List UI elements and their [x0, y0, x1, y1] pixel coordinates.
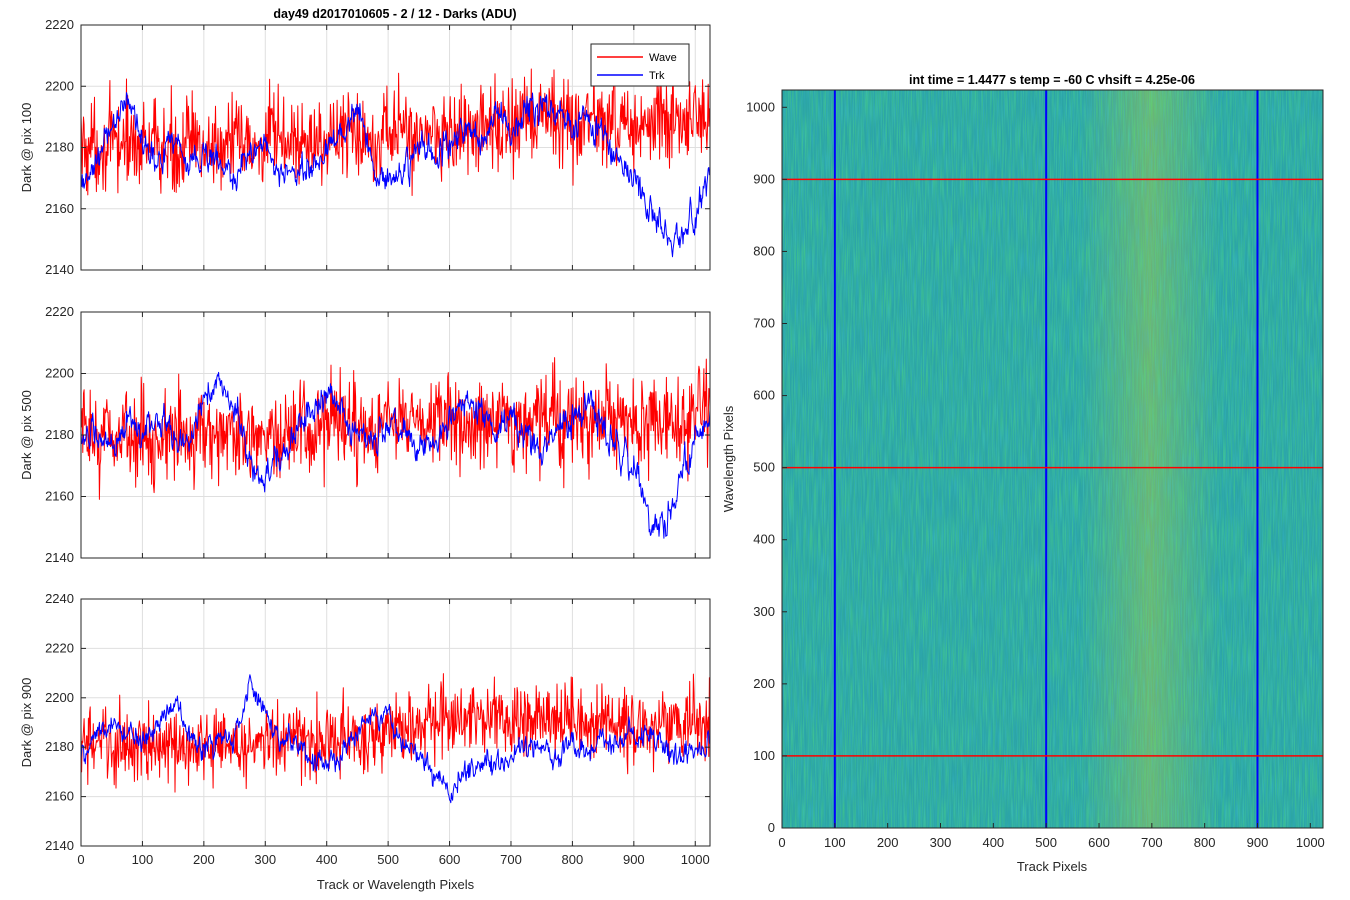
series-line-trk: [80, 92, 711, 258]
axes-frame: [80, 598, 711, 847]
legend-box: [590, 43, 690, 87]
heatmap-y-tick-label: 0: [768, 820, 775, 835]
series-line-wave: [80, 56, 711, 196]
heatmap-y-tick-label: 600: [753, 388, 775, 403]
y-tick-label: 2200: [45, 690, 74, 705]
y-tick-label: 2200: [45, 366, 74, 381]
heatmap-markers: [782, 90, 1323, 828]
y-tick-label: 2220: [45, 304, 74, 319]
heatmap-x-tick-label: 200: [877, 835, 899, 850]
heatmap-x-tick-label: 500: [1035, 835, 1057, 850]
y-tick-label: 2200: [45, 78, 74, 93]
y-tick-label: 2140: [45, 838, 74, 853]
y-tick-label: 2160: [45, 201, 74, 216]
heatmap-y-tick-label: 800: [753, 243, 775, 258]
line-panel-pix-500: 2140 2160 2180 2200 2220 Dark @ pix 500: [19, 304, 711, 565]
x-tick-label: 800: [562, 852, 584, 867]
heatmap-x-tick-label: 900: [1247, 835, 1269, 850]
x-tick-label: 1000: [681, 852, 710, 867]
y-tick-label: 2240: [45, 591, 74, 606]
heatmap-y-tick-label: 500: [753, 460, 775, 475]
x-tick-label: 600: [439, 852, 461, 867]
heatmap-y-tick-label: 100: [753, 748, 775, 763]
x-tick-label: 0: [77, 852, 84, 867]
x-tick-label: 500: [377, 852, 399, 867]
legend-label-wave: Wave: [649, 52, 677, 64]
heatmap-x-tick-label: 300: [930, 835, 952, 850]
x-axis-label: Track or Wavelength Pixels: [317, 877, 475, 892]
y-axis-label: Dark @ pix 900: [19, 678, 34, 768]
heatmap-x-tick-label: 400: [982, 835, 1004, 850]
y-tick-label: 2220: [45, 640, 74, 655]
x-tick-label: 100: [132, 852, 154, 867]
x-tick-label: 300: [254, 852, 276, 867]
heatmap-y-tick-label: 400: [753, 532, 775, 547]
figure-title: day49 d2017010605 - 2 / 12 - Darks (ADU): [273, 7, 516, 21]
heatmap-x-tick-label: 100: [824, 835, 846, 850]
heatmap-image: [782, 90, 1323, 828]
heatmap-x-tick-label: 1000: [1296, 835, 1325, 850]
heatmap-frame: [781, 89, 1324, 829]
x-tick-label: 400: [316, 852, 338, 867]
heatmap-title: int time = 1.4477 s temp = -60 C vhsift …: [909, 73, 1195, 87]
heatmap-y-tick-label: 700: [753, 316, 775, 331]
y-tick-label: 2140: [45, 550, 74, 565]
heatmap-x-tick-label: 700: [1141, 835, 1163, 850]
heatmap-axes: 0 100 200 300 400 500 600 700 800 900 1000 0 100 200 3…: [746, 99, 1325, 850]
y-tick-label: 2140: [45, 262, 74, 277]
y-axis-label: Dark @ pix 100: [19, 103, 34, 193]
heatmap-x-tick-label: 0: [778, 835, 785, 850]
y-tick-label: 2160: [45, 789, 74, 804]
y-tick-label: 2180: [45, 739, 74, 754]
heatmap-grain-blue: [782, 90, 1323, 828]
series-line-trk: [80, 674, 711, 804]
heatmap-y-tick-label: 900: [753, 171, 775, 186]
line-panel-pix-100: 2140 2160 2180 2200 2220 Dark @ pix 100 Wave Tr…: [19, 17, 711, 277]
x-tick-label: 700: [500, 852, 522, 867]
series-line-wave: [80, 673, 711, 793]
y-tick-label: 2220: [45, 17, 74, 32]
heatmap-xlabel: Track Pixels: [1017, 859, 1088, 874]
y-axis-label: Dark @ pix 500: [19, 390, 34, 480]
heatmap-y-tick-label: 200: [753, 676, 775, 691]
heatmap-y-tick-label: 300: [753, 604, 775, 619]
line-panel-pix-900: 0 100 200 300 400 500 600 700 800 900 1000 2140 2160…: [19, 591, 711, 892]
y-tick-label: 2180: [45, 140, 74, 155]
legend-label-trk: Trk: [649, 70, 665, 82]
y-tick-label: 2180: [45, 427, 74, 442]
heatmap-x-tick-label: 800: [1194, 835, 1216, 850]
heatmap-panel: int time = 1.4477 s temp = -60 C vhsift …: [721, 73, 1325, 874]
series-line-trk: [80, 371, 711, 539]
x-tick-label: 200: [193, 852, 215, 867]
heatmap-x-tick-label: 600: [1088, 835, 1110, 850]
heatmap-y-tick-label: 1000: [746, 99, 775, 114]
x-tick-label: 900: [623, 852, 645, 867]
heatmap-ylabel: Wavelength Pixels: [721, 405, 736, 512]
y-tick-label: 2160: [45, 489, 74, 504]
